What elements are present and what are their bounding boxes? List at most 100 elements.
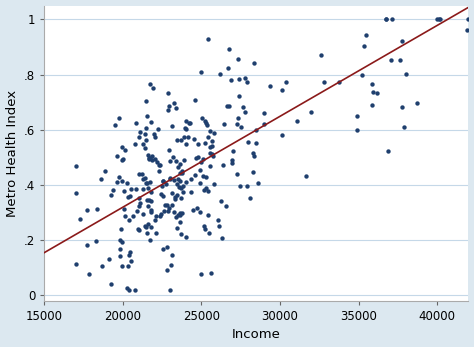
Point [124,181,131,186]
Point [433,17,440,22]
Point [227,77,235,83]
Point [217,71,224,77]
Point [143,224,150,229]
Point [92,238,100,244]
Point [335,79,343,85]
Point [139,141,146,147]
Point [149,85,157,91]
Point [191,136,198,141]
Point [307,109,315,115]
Point [168,190,175,196]
Point [142,223,149,228]
Point [203,185,210,191]
Point [177,179,184,184]
Point [93,206,101,212]
Point [135,134,143,139]
Point [179,189,187,195]
Point [166,177,173,182]
Point [282,79,289,84]
Point [398,104,405,110]
Point [194,141,202,146]
Point [124,263,131,269]
Point [146,179,154,185]
Point [208,151,216,157]
Point [147,209,155,215]
Point [144,230,151,235]
Point [397,57,404,62]
Point [207,271,215,276]
Point [398,39,406,44]
Point [182,234,190,240]
Point [402,71,410,76]
Point [72,163,80,169]
Point [126,250,134,255]
Point [132,187,140,192]
Point [210,130,218,136]
Point [72,191,80,196]
Point [164,208,172,214]
Point [233,171,240,177]
Point [246,195,254,201]
Point [166,158,173,163]
Point [147,189,155,195]
Point [152,213,160,219]
Point [195,154,202,160]
Point [374,90,381,96]
Point [278,132,285,138]
Point [244,139,251,145]
Point [144,185,152,191]
Point [134,227,142,232]
Point [200,187,207,193]
Point [175,185,182,190]
Point [219,162,227,168]
Point [155,162,162,168]
Point [167,263,175,268]
Point [97,176,105,182]
Point [261,110,268,115]
Point [117,253,124,259]
Point [113,179,120,185]
Point [226,46,233,52]
Point [182,142,190,147]
Point [72,261,80,266]
Point [154,159,161,165]
Point [193,205,201,211]
Point [201,118,209,124]
Point [163,244,171,250]
Point [382,17,390,22]
Point [435,17,442,22]
Point [156,213,164,219]
Point [202,174,210,179]
Point [135,195,143,200]
Point [158,183,165,189]
Point [199,174,207,179]
Point [152,156,159,162]
Point [165,147,173,153]
Y-axis label: Metro Health Index: Metro Health Index [6,90,18,217]
Point [222,203,230,209]
Point [120,188,128,194]
Point [180,157,188,163]
Point [228,160,236,166]
Point [174,164,182,169]
Point [233,121,240,126]
Point [180,134,187,139]
Point [147,225,155,230]
Point [156,162,164,168]
Point [118,145,126,150]
Point [141,145,148,151]
Point [146,81,154,87]
Point [191,173,199,178]
Point [142,99,149,104]
Point [224,65,232,71]
Point [168,252,176,257]
Point [125,217,133,222]
Point [185,134,192,139]
Point [147,119,155,125]
Point [191,98,199,103]
Point [235,94,242,99]
Point [101,169,109,174]
Point [117,226,125,231]
Point [118,157,126,163]
Point [201,226,209,232]
